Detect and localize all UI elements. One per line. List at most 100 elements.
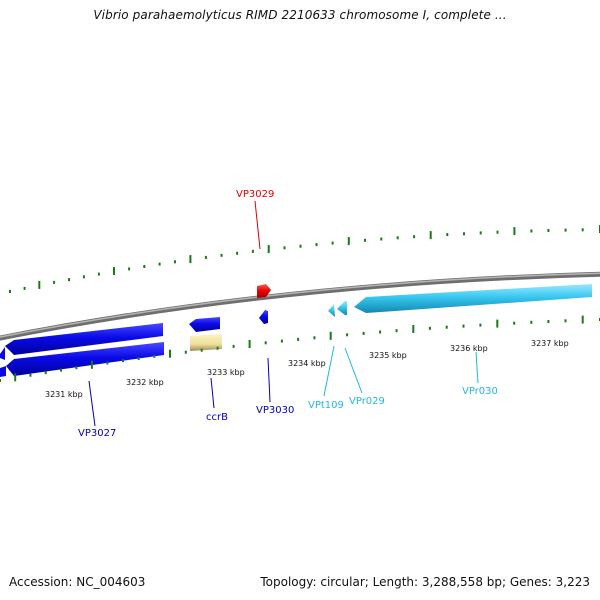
minor-tick-mark [396, 236, 399, 240]
minor-tick-mark [68, 278, 70, 282]
gene-feature-vpr029[interactable] [337, 301, 347, 315]
gene-label-vp3029[interactable]: VP3029 [236, 189, 274, 200]
minor-tick-mark [581, 228, 584, 232]
tick-label: 3236 kbp [450, 344, 488, 353]
minor-tick-mark [364, 238, 366, 242]
minor-tick-mark [530, 229, 533, 233]
minor-tick-mark [299, 244, 302, 248]
minor-tick-mark [380, 237, 383, 241]
minor-tick-mark [496, 230, 499, 234]
major-tick-mark [347, 237, 350, 246]
gene-label-vpr029[interactable]: VPr029 [349, 396, 385, 407]
minor-tick-mark [44, 371, 47, 375]
gene-feature-ccrb[interactable] [190, 334, 222, 351]
gene-label-vp3027[interactable]: VP3027 [78, 428, 116, 439]
tick-label: 3231 kbp [45, 390, 83, 399]
minor-tick-mark [513, 321, 516, 325]
minor-tick-mark [232, 344, 235, 348]
minor-tick-mark [174, 260, 176, 264]
minor-tick-mark [362, 331, 365, 335]
minor-tick-mark [564, 319, 567, 323]
gene-feature-ccrb-arrow[interactable] [189, 317, 220, 332]
minor-tick-mark [315, 243, 318, 247]
map-title: Vibrio parahaemolyticus RIMD 2210633 chr… [93, 8, 507, 22]
minor-tick-mark [297, 337, 300, 341]
tick-label: 3232 kbp [126, 378, 164, 387]
minor-tick-mark [236, 251, 239, 255]
upper-tick-ruler [9, 225, 600, 293]
major-tick-mark [429, 231, 432, 240]
minor-tick-mark [379, 330, 382, 334]
minor-tick-mark [60, 368, 62, 372]
minor-tick-mark [428, 326, 431, 330]
major-tick-mark [90, 360, 93, 369]
major-tick-mark [513, 227, 516, 236]
tick-label: 3234 kbp [288, 359, 326, 368]
chromosome-backbone [0, 271, 600, 341]
gene-feature-vpt109[interactable] [328, 304, 335, 317]
gene-feature-vp3026[interactable] [0, 342, 164, 377]
major-tick-mark [267, 245, 270, 254]
minor-tick-mark [530, 320, 533, 324]
genome-summary-text: Topology: circular; Length: 3,288,558 bp… [260, 575, 590, 589]
chromosome-backbone-highlight [0, 272, 600, 338]
major-tick-mark [189, 255, 192, 264]
minor-tick-mark [122, 359, 124, 363]
gene-label-vp3030[interactable]: VP3030 [256, 405, 294, 416]
minor-tick-mark [200, 348, 203, 352]
major-tick-mark [329, 331, 332, 340]
minor-tick-mark [106, 361, 109, 365]
minor-tick-mark [153, 354, 156, 358]
minor-tick-mark [313, 336, 316, 340]
tick-label: 3233 kbp [207, 368, 245, 377]
accession-text: Accession: NC_004603 [9, 575, 146, 589]
tick-label: 3235 kbp [369, 351, 407, 360]
minor-tick-mark [264, 341, 267, 345]
minor-tick-mark [53, 280, 56, 284]
minor-tick-mark [23, 286, 26, 290]
minor-tick-mark [184, 350, 187, 354]
gene-feature-vp3029[interactable] [257, 284, 271, 298]
minor-tick-mark [0, 379, 1, 382]
minor-tick-mark [479, 231, 482, 235]
minor-tick-mark [445, 325, 448, 329]
minor-tick-mark [216, 346, 219, 350]
major-tick-mark [38, 280, 41, 289]
minor-tick-mark [251, 249, 254, 253]
minor-tick-mark [331, 241, 334, 245]
major-tick-mark [412, 325, 415, 333]
minor-tick-mark [547, 320, 550, 323]
minor-tick-mark [462, 324, 465, 328]
tick-label: 3237 kbp [531, 339, 569, 348]
minor-tick-mark [346, 333, 349, 337]
major-tick-mark [113, 267, 115, 275]
minor-tick-mark [479, 323, 482, 327]
major-tick-mark [581, 315, 584, 324]
major-tick-mark [496, 319, 499, 328]
minor-tick-mark [220, 253, 223, 257]
major-tick-mark [248, 340, 251, 348]
minor-tick-mark [204, 255, 207, 259]
major-tick-mark [14, 373, 17, 382]
minor-tick-mark [97, 272, 100, 276]
minor-tick-mark [413, 235, 416, 239]
gene-feature-vpr030[interactable] [354, 284, 592, 313]
minor-tick-mark [446, 233, 449, 237]
minor-tick-mark [29, 373, 32, 377]
minor-tick-mark [82, 275, 85, 279]
minor-tick-mark [143, 265, 146, 268]
gene-label-leaders [88, 200, 479, 427]
gene-label-ccrb[interactable]: ccrB [206, 412, 228, 423]
lower-tick-ruler [0, 315, 600, 382]
gene-feature-vp3027[interactable] [0, 323, 163, 360]
minor-tick-mark [280, 339, 283, 343]
major-tick-mark [169, 349, 171, 358]
gene-feature-vp3030[interactable] [259, 310, 268, 324]
minor-tick-mark [283, 246, 286, 250]
gene-label-vpt109[interactable]: VPt109 [308, 400, 344, 411]
minor-tick-mark [75, 366, 78, 370]
minor-tick-mark [547, 229, 550, 232]
gene-label-vpr030[interactable]: VPr030 [462, 386, 498, 397]
minor-tick-mark [463, 232, 465, 236]
